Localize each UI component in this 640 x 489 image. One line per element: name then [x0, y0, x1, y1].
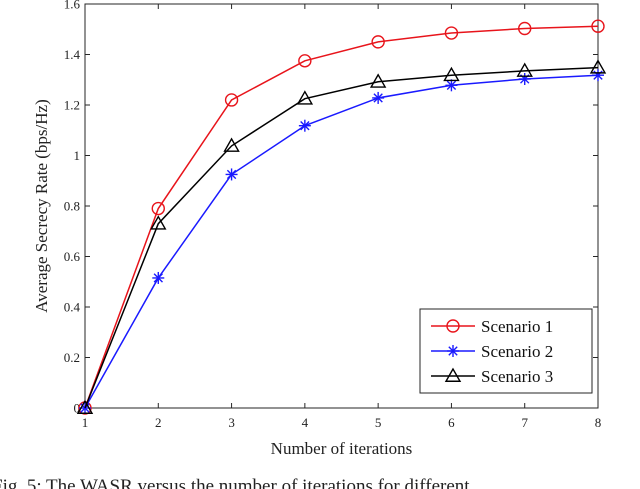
data-point [76, 399, 94, 414]
data-point [224, 93, 239, 107]
y-tick-label: 0.6 [64, 249, 81, 264]
y-tick-label: 0.8 [64, 199, 80, 214]
legend-item: Scenario 3 [431, 367, 553, 386]
data-point [516, 62, 533, 77]
legend-item: Scenario 2 [431, 342, 553, 361]
legend-marker [444, 367, 462, 382]
data-point [151, 201, 165, 216]
x-tick-label: 6 [448, 415, 455, 430]
data-point [443, 66, 460, 82]
x-tick-label: 7 [521, 415, 528, 430]
y-tick-label: 0.4 [64, 300, 81, 315]
legend-marker [447, 345, 459, 357]
y-tick-label: 1 [74, 148, 81, 163]
data-point [369, 73, 387, 88]
y-tick-label: 0 [74, 401, 81, 416]
data-point [444, 26, 459, 40]
data-point [298, 54, 312, 68]
x-tick-label: 2 [155, 415, 162, 430]
series-line [84, 74, 599, 409]
series-1 [78, 19, 605, 415]
legend-item: Scenario 1 [431, 317, 553, 336]
data-point [591, 19, 605, 33]
legend-label: Scenario 1 [481, 317, 553, 336]
data-point [296, 90, 314, 105]
y-tick-label: 0.2 [64, 350, 80, 365]
series-3 [76, 59, 607, 414]
legend-label: Scenario 3 [481, 367, 553, 386]
y-tick-label: 1.6 [64, 0, 81, 12]
data-point [445, 79, 458, 92]
x-tick-label: 1 [82, 415, 89, 430]
data-point [592, 69, 604, 82]
y-axis-title: Average Secrecy Rate (bps/Hz) [32, 99, 51, 313]
data-point [589, 59, 607, 74]
series-layer [76, 19, 607, 415]
figure-caption: Fig. 5: The WASR versus the number of it… [0, 476, 470, 489]
legend: Scenario 1 Scenario 2 Scenario 3 [419, 308, 593, 394]
tick-labels: 1 2 3 4 5 6 7 8 0 0.2 0.4 0.6 0.8 1 1.2 1.4 1.6 [64, 0, 602, 430]
series-line [84, 66, 599, 409]
data-point [518, 72, 531, 85]
legend-marker [446, 319, 460, 333]
data-point [152, 271, 165, 284]
x-tick-label: 4 [302, 415, 309, 430]
data-point [225, 168, 238, 181]
data-point [518, 21, 532, 36]
y-tick-label: 1.4 [64, 47, 81, 62]
x-axis-title: Number of iterations [271, 439, 413, 458]
x-tick-label: 8 [595, 415, 602, 430]
x-tick-label: 3 [228, 415, 235, 430]
x-tick-label: 5 [375, 415, 382, 430]
series-line [84, 25, 599, 409]
data-point [150, 215, 167, 230]
legend-label: Scenario 2 [481, 342, 553, 361]
data-point [223, 137, 240, 152]
data-point [372, 91, 385, 104]
data-point [298, 119, 311, 132]
data-point [371, 35, 385, 49]
y-tick-label: 1.2 [64, 98, 80, 113]
